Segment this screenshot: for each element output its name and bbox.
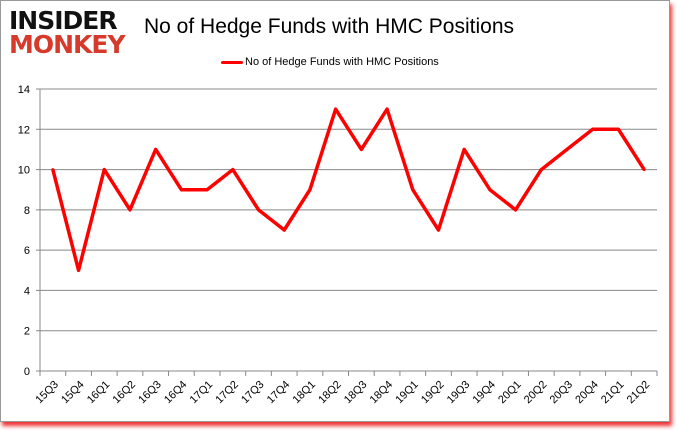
legend-label: No of Hedge Funds with HMC Positions	[245, 56, 439, 68]
data-point	[462, 147, 466, 151]
data-point	[179, 188, 183, 192]
data-point	[257, 208, 261, 212]
x-tick-label: 20Q3	[548, 379, 576, 407]
x-tick-label: 15Q3	[33, 379, 61, 407]
data-point	[514, 208, 518, 212]
data-point	[616, 127, 620, 131]
x-tick-label: 16Q2	[111, 379, 139, 407]
x-tick-label: 20Q1	[496, 379, 524, 407]
x-tick-label: 19Q1	[393, 379, 421, 407]
data-point	[308, 188, 312, 192]
legend: No of Hedge Funds with HMC Positions	[221, 56, 439, 68]
y-tick-label: 8	[24, 205, 30, 217]
data-point	[385, 107, 389, 111]
plot-area: 0246810121415Q315Q416Q116Q216Q316Q417Q11…	[18, 84, 658, 407]
data-point	[102, 168, 106, 172]
y-tick-label: 14	[18, 84, 30, 96]
data-point	[51, 168, 55, 172]
x-tick-label: 16Q4	[162, 379, 190, 407]
data-point	[488, 188, 492, 192]
x-tick-label: 17Q1	[188, 379, 216, 407]
x-tick-label: 18Q4	[368, 379, 396, 407]
data-point	[205, 188, 209, 192]
x-tick-label: 19Q2	[419, 379, 447, 407]
x-tick-label: 20Q2	[522, 379, 550, 407]
x-tick-label: 18Q3	[342, 379, 370, 407]
data-point	[642, 168, 646, 172]
x-tick-label: 17Q4	[265, 379, 293, 407]
chart-title: No of Hedge Funds with HMC Positions	[144, 15, 514, 38]
x-tick-label: 17Q2	[213, 379, 241, 407]
y-tick-label: 0	[24, 366, 30, 378]
y-tick-label: 2	[24, 326, 30, 338]
x-tick-label: 18Q2	[316, 379, 344, 407]
data-point	[282, 228, 286, 232]
data-point	[565, 147, 569, 151]
series-line	[51, 107, 646, 273]
y-tick-label: 10	[18, 165, 30, 177]
x-tick-label: 16Q3	[136, 379, 164, 407]
data-point	[154, 147, 158, 151]
x-tick-label: 20Q4	[573, 379, 601, 407]
data-point	[539, 168, 543, 172]
x-tick-label: 21Q1	[599, 379, 627, 407]
data-point	[77, 268, 81, 272]
x-tick-label: 19Q4	[470, 379, 498, 407]
data-point	[231, 168, 235, 172]
x-tick-label: 18Q1	[291, 379, 319, 407]
x-tick-label: 21Q2	[625, 379, 653, 407]
logo-line2: MONKEY	[9, 30, 126, 59]
x-tick-label: 17Q3	[239, 379, 267, 407]
data-point	[411, 188, 415, 192]
chart-frame: INSIDER MONKEY No of Hedge Funds with HM…	[0, 0, 670, 422]
data-point	[436, 228, 440, 232]
data-point	[334, 107, 338, 111]
data-point	[359, 147, 363, 151]
x-tick-label: 19Q3	[445, 379, 473, 407]
insider-monkey-logo: INSIDER MONKEY	[9, 6, 129, 59]
x-tick-label: 15Q4	[59, 379, 87, 407]
y-tick-label: 4	[24, 285, 30, 297]
data-point	[128, 208, 132, 212]
x-tick-label: 16Q1	[85, 379, 113, 407]
logo-line1: INSIDER	[9, 6, 118, 35]
y-tick-label: 6	[24, 245, 30, 257]
data-point	[591, 127, 595, 131]
y-tick-label: 12	[18, 124, 30, 136]
legend-swatch	[221, 60, 243, 64]
